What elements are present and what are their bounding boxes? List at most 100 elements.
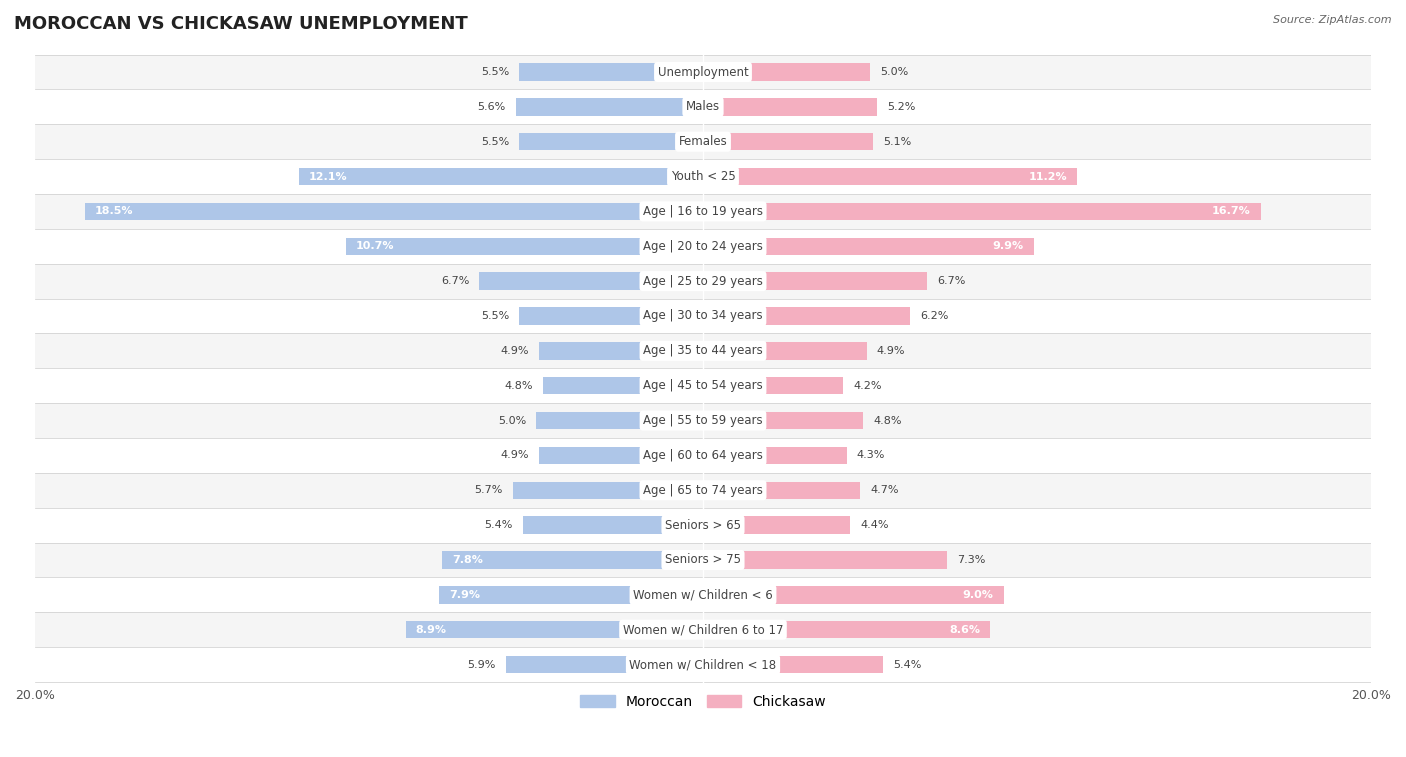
- Text: Age | 60 to 64 years: Age | 60 to 64 years: [643, 449, 763, 462]
- Text: 6.2%: 6.2%: [920, 311, 949, 321]
- Bar: [519, 307, 703, 325]
- Bar: [703, 656, 883, 673]
- Bar: [536, 412, 703, 429]
- Text: 4.9%: 4.9%: [877, 346, 905, 356]
- Text: 7.3%: 7.3%: [957, 555, 986, 565]
- Text: 12.1%: 12.1%: [309, 172, 347, 182]
- Text: Women w/ Children < 6: Women w/ Children < 6: [633, 588, 773, 601]
- Bar: [540, 447, 703, 464]
- Text: 7.9%: 7.9%: [449, 590, 479, 600]
- Text: 5.1%: 5.1%: [883, 137, 911, 147]
- Bar: [35, 578, 1371, 612]
- Bar: [35, 89, 1371, 124]
- Text: 5.5%: 5.5%: [481, 311, 509, 321]
- Text: 16.7%: 16.7%: [1212, 207, 1251, 217]
- Text: 11.2%: 11.2%: [1028, 172, 1067, 182]
- Bar: [703, 98, 877, 116]
- Text: 4.9%: 4.9%: [501, 346, 529, 356]
- Text: Age | 35 to 44 years: Age | 35 to 44 years: [643, 344, 763, 357]
- Bar: [35, 403, 1371, 438]
- Text: 4.2%: 4.2%: [853, 381, 882, 391]
- Bar: [346, 238, 703, 255]
- Bar: [519, 64, 703, 81]
- Bar: [703, 133, 873, 151]
- Bar: [703, 342, 866, 360]
- Bar: [35, 159, 1371, 194]
- Bar: [703, 238, 1033, 255]
- Text: 5.4%: 5.4%: [484, 520, 513, 530]
- Text: 8.9%: 8.9%: [416, 625, 447, 634]
- Text: Age | 45 to 54 years: Age | 45 to 54 years: [643, 379, 763, 392]
- Text: 4.4%: 4.4%: [860, 520, 889, 530]
- Text: 4.8%: 4.8%: [873, 416, 901, 425]
- Text: 5.4%: 5.4%: [893, 659, 922, 669]
- Text: MOROCCAN VS CHICKASAW UNEMPLOYMENT: MOROCCAN VS CHICKASAW UNEMPLOYMENT: [14, 15, 468, 33]
- Bar: [703, 64, 870, 81]
- Bar: [35, 647, 1371, 682]
- Text: Males: Males: [686, 101, 720, 114]
- Bar: [523, 516, 703, 534]
- Bar: [703, 447, 846, 464]
- Text: Women w/ Children 6 to 17: Women w/ Children 6 to 17: [623, 623, 783, 636]
- Text: 5.0%: 5.0%: [880, 67, 908, 77]
- Text: Women w/ Children < 18: Women w/ Children < 18: [630, 658, 776, 671]
- Text: 5.7%: 5.7%: [474, 485, 502, 495]
- Text: Age | 65 to 74 years: Age | 65 to 74 years: [643, 484, 763, 497]
- Text: Females: Females: [679, 136, 727, 148]
- Text: 5.0%: 5.0%: [498, 416, 526, 425]
- Text: 5.5%: 5.5%: [481, 67, 509, 77]
- Text: Seniors > 65: Seniors > 65: [665, 519, 741, 531]
- Text: 5.5%: 5.5%: [481, 137, 509, 147]
- Bar: [703, 377, 844, 394]
- Bar: [703, 621, 990, 638]
- Bar: [35, 55, 1371, 89]
- Text: Youth < 25: Youth < 25: [671, 170, 735, 183]
- Text: Age | 55 to 59 years: Age | 55 to 59 years: [643, 414, 763, 427]
- Text: Seniors > 75: Seniors > 75: [665, 553, 741, 566]
- Bar: [703, 307, 910, 325]
- Text: 4.7%: 4.7%: [870, 485, 898, 495]
- Bar: [35, 124, 1371, 159]
- Bar: [35, 508, 1371, 543]
- Legend: Moroccan, Chickasaw: Moroccan, Chickasaw: [574, 690, 832, 715]
- Bar: [35, 263, 1371, 298]
- Bar: [703, 273, 927, 290]
- Bar: [35, 194, 1371, 229]
- Text: 4.9%: 4.9%: [501, 450, 529, 460]
- Bar: [35, 333, 1371, 368]
- Text: Age | 30 to 34 years: Age | 30 to 34 years: [643, 310, 763, 322]
- Bar: [35, 298, 1371, 333]
- Bar: [703, 586, 1004, 603]
- Bar: [506, 656, 703, 673]
- Bar: [513, 481, 703, 499]
- Text: Age | 16 to 19 years: Age | 16 to 19 years: [643, 205, 763, 218]
- Bar: [406, 621, 703, 638]
- Bar: [479, 273, 703, 290]
- Text: 9.9%: 9.9%: [993, 241, 1024, 251]
- Bar: [35, 612, 1371, 647]
- Bar: [35, 368, 1371, 403]
- Bar: [703, 551, 946, 569]
- Bar: [519, 133, 703, 151]
- Bar: [35, 543, 1371, 578]
- Text: 4.3%: 4.3%: [856, 450, 884, 460]
- Text: 18.5%: 18.5%: [96, 207, 134, 217]
- Text: 7.8%: 7.8%: [453, 555, 484, 565]
- Text: Source: ZipAtlas.com: Source: ZipAtlas.com: [1274, 15, 1392, 25]
- Bar: [543, 377, 703, 394]
- Text: 9.0%: 9.0%: [963, 590, 994, 600]
- Text: 5.2%: 5.2%: [887, 102, 915, 112]
- Bar: [84, 203, 703, 220]
- Bar: [540, 342, 703, 360]
- Bar: [299, 168, 703, 185]
- Text: 10.7%: 10.7%: [356, 241, 394, 251]
- Text: 5.9%: 5.9%: [468, 659, 496, 669]
- Bar: [439, 586, 703, 603]
- Text: 8.6%: 8.6%: [949, 625, 980, 634]
- Bar: [516, 98, 703, 116]
- Text: 6.7%: 6.7%: [936, 276, 965, 286]
- Bar: [703, 168, 1077, 185]
- Text: Unemployment: Unemployment: [658, 66, 748, 79]
- Text: Age | 20 to 24 years: Age | 20 to 24 years: [643, 240, 763, 253]
- Text: 6.7%: 6.7%: [441, 276, 470, 286]
